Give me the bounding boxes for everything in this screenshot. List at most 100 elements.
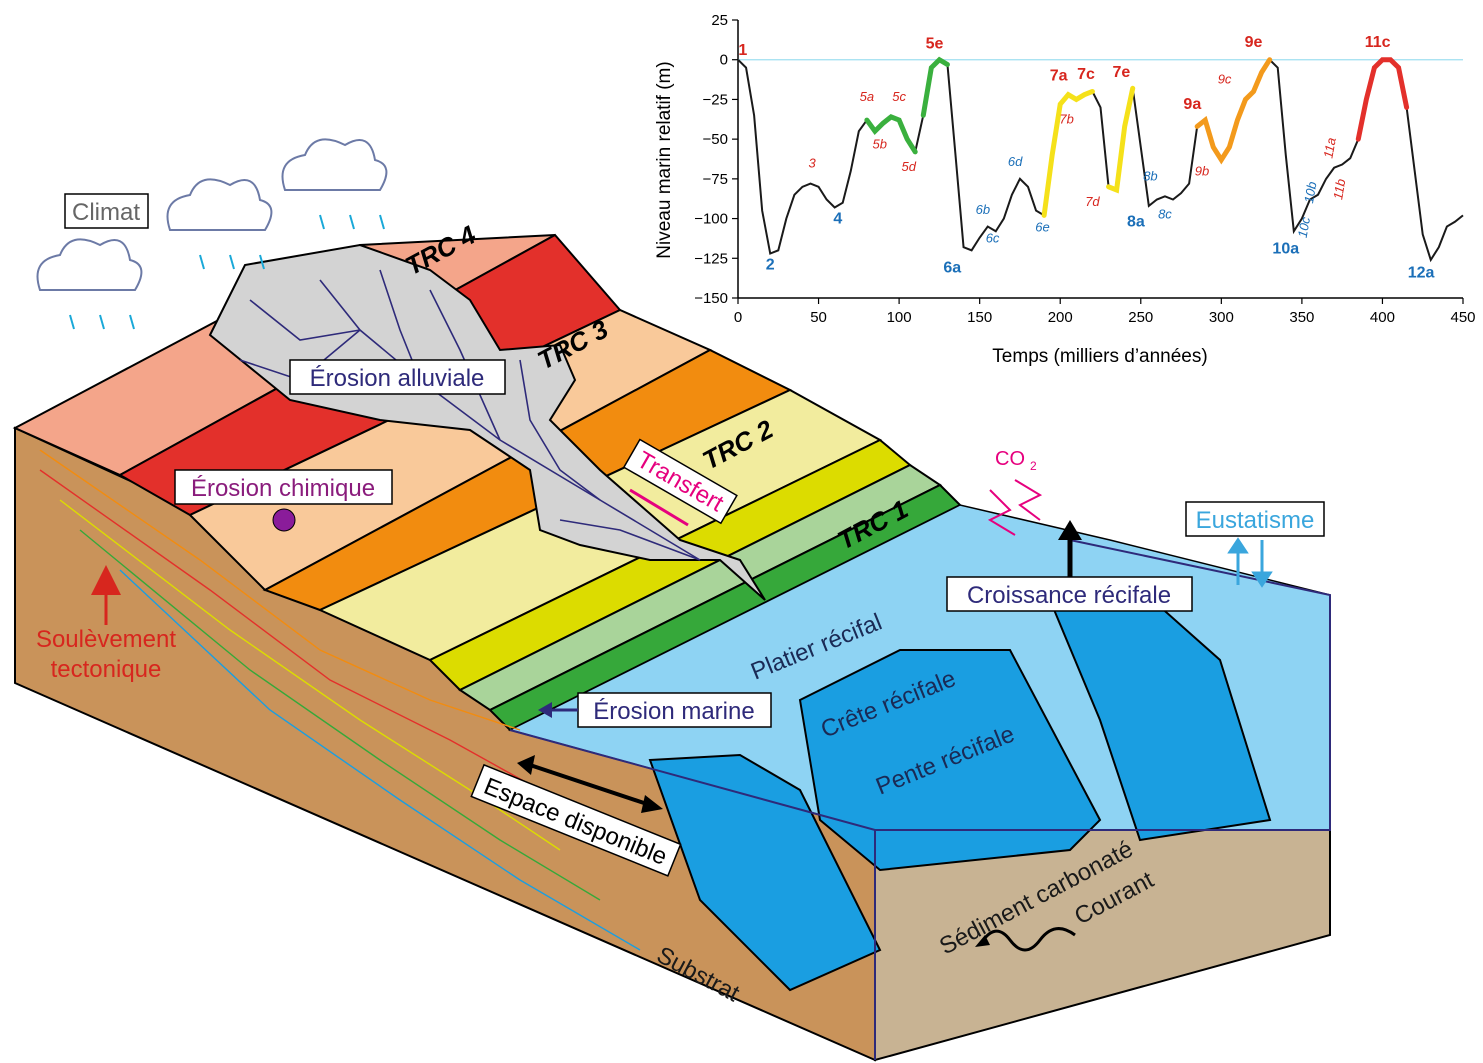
peak-label: 10a [1272,241,1299,258]
highstand-segment [1194,57,1273,165]
x-tick-label: 350 [1289,309,1314,326]
peak-label: 5a [860,89,874,104]
cloud-icon [36,138,388,291]
peak-label: 7c [1077,66,1095,83]
erosion-marine-arrow [538,702,578,718]
y-axis-label: Niveau marin relatif (m) [654,61,675,258]
peak-label: 6c [986,230,1000,245]
alluvial-erosion-area [208,243,766,601]
highstand-segment [864,114,918,155]
highstand-segment [920,56,950,118]
rain-icon [69,214,385,330]
peak-label: 4 [833,210,842,227]
chart-background [738,20,1463,298]
highstand-segment [1355,57,1410,142]
chart-series [737,56,1464,263]
sea-level-chart: 0 50 100 150 200 250 300 350 400 450250−25−50−75−… [654,12,1476,367]
x-tick-label: 250 [1128,309,1153,326]
peak-label: 6b [976,202,990,217]
sea-level-line [737,58,1464,263]
growth-arrow [1058,520,1082,577]
block-diagram [12,233,1331,1062]
x-tick-label: 100 [887,309,912,326]
peak-label: 6e [1035,219,1049,234]
eustatism-arrows [1227,537,1273,588]
x-axis-label: Temps (milliers d’années) [992,346,1207,367]
svg-text:CO: CO [995,448,1025,470]
peak-label: 1 [738,42,747,59]
x-tick-label: 50 [810,309,827,326]
x-tick-label: 150 [967,309,992,326]
svg-text:Soulèvement: Soulèvement [36,626,176,653]
x-tick-label: 400 [1370,309,1395,326]
peak-label: 8a [1127,214,1145,231]
peak-label: 8b [1143,168,1157,183]
svg-text:Climat: Climat [72,199,140,226]
peak-label: 9a [1183,96,1201,113]
y-tick-label: 0 [720,52,728,69]
svg-text:Érosion chimique: Érosion chimique [191,475,375,502]
peak-label: 11a [1320,136,1338,159]
svg-text:Eustatisme: Eustatisme [1196,507,1315,534]
peak-label: 7e [1113,64,1131,81]
ocean-box-top [509,539,1331,831]
x-tick-label: 300 [1209,309,1234,326]
x-tick-label: 200 [1048,309,1073,326]
eustatisme-label: Eustatisme [1185,501,1325,537]
y-tick-label: 25 [711,12,728,29]
current-arrowhead [975,935,990,947]
svg-text:Érosion alluviale: Érosion alluviale [310,365,485,392]
peak-label: 11b [1330,178,1348,201]
y-tick-label: −50 [703,131,728,148]
y-tick-label: −75 [703,171,728,188]
y-tick-label: −150 [694,290,728,307]
reef-slope-2 [798,649,1102,872]
peak-label: 5c [892,89,906,104]
soulevement-label: Soulèvement tectonique [36,626,176,683]
peak-label: 2 [766,256,775,273]
peak-label: 9b [1195,164,1209,179]
highstand-segment [1041,88,1095,218]
svg-text:Croissance récifale: Croissance récifale [967,582,1171,609]
peak-label: 7a [1050,67,1068,84]
peak-label: 12a [1408,264,1435,281]
peak-label: 10b [1301,180,1320,204]
erosion-alluviale-label: Érosion alluviale [289,359,506,395]
espace-arrow [517,755,663,813]
y-tick-label: −125 [694,250,728,267]
y-tick-label: −100 [694,211,728,228]
peak-label: 5b [873,137,887,152]
peak-label: 9c [1218,72,1232,87]
peak-label: 8c [1158,207,1172,222]
transfert-arrow [629,488,689,527]
peak-label: 6d [1008,154,1023,169]
peak-label: 9e [1245,34,1263,51]
peak-label: 7d [1085,194,1100,209]
substrat-layers [39,449,641,951]
svg-text:tectonique: tectonique [51,656,162,683]
peak-label: 7b [1059,111,1073,126]
x-tick-label: 450 [1450,309,1475,326]
climat-label: Climat [64,193,149,229]
current-arrow [978,927,1076,952]
co2-label: CO 2 [995,448,1037,473]
co2-zigzag [987,479,1043,536]
peak-label: 11c [1365,34,1391,51]
peak-label: 5d [902,159,917,174]
x-tick-label: 0 [734,309,742,326]
peak-label: 3 [808,156,816,171]
peak-label: 10c [1295,215,1313,239]
chemical-erosion-dot [272,508,296,532]
erosion-marine-label: Érosion marine [577,692,772,728]
y-tick-label: −25 [703,91,728,108]
peak-label: 6a [943,260,961,277]
svg-text:2: 2 [1030,459,1037,473]
erosion-chimique-label: Érosion chimique [174,469,393,505]
peak-label: 5e [926,36,944,53]
croissance-recifale-label: Croissance récifale [946,576,1193,612]
chart-axes: 0 50 100 150 200 250 300 350 400 450250−25−50−75−… [694,12,1475,326]
svg-text:Érosion marine: Érosion marine [593,698,754,725]
reef-slope-1 [648,753,882,992]
highstand-segment [1106,85,1136,194]
